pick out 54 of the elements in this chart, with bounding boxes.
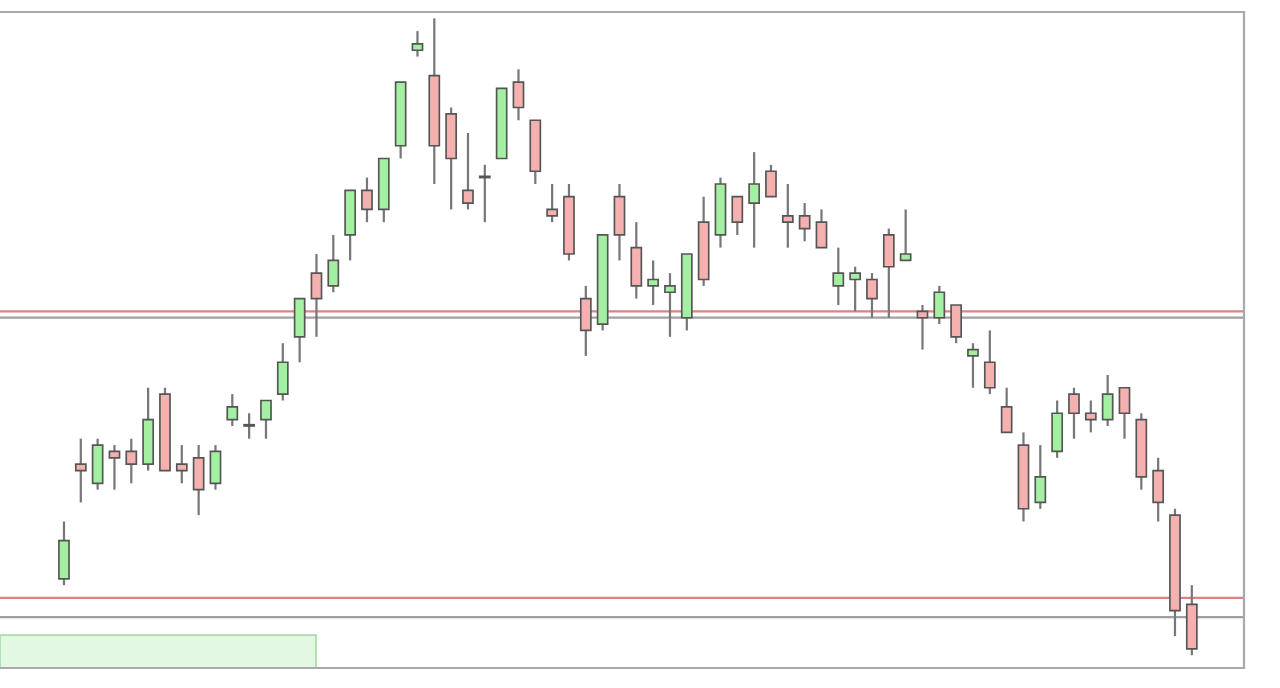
candlestick <box>546 182 559 224</box>
candlestick <box>175 443 188 485</box>
candlestick <box>849 265 862 313</box>
candlestick <box>1101 373 1114 428</box>
candlestick <box>260 399 272 440</box>
candlestick <box>478 163 491 224</box>
candlestick <box>899 208 912 262</box>
candlestick <box>781 182 794 249</box>
candlestick <box>866 272 878 319</box>
candlestick <box>1185 584 1198 657</box>
candlestick <box>512 68 525 122</box>
candlestick <box>815 208 828 249</box>
candlestick <box>983 329 996 396</box>
candlestick <box>108 443 121 491</box>
candlestick <box>361 176 373 224</box>
candlestick <box>579 284 592 358</box>
candlestick <box>58 520 70 587</box>
candlestick <box>293 297 306 364</box>
candlestick <box>226 393 239 428</box>
candlestick <box>950 303 963 345</box>
candlestick <box>125 437 138 485</box>
candlestick <box>411 30 424 58</box>
candlestick <box>310 252 323 338</box>
candlestick <box>630 221 643 300</box>
candlestick <box>209 443 222 491</box>
candlestick <box>142 386 155 472</box>
candlestick <box>882 227 895 319</box>
candlestick <box>445 106 458 211</box>
candlestick <box>243 412 256 440</box>
candlestick <box>832 246 845 307</box>
candlestick <box>462 131 474 211</box>
candlestick <box>798 201 811 243</box>
candlestick <box>344 189 357 262</box>
candlestick <box>967 342 979 389</box>
candlestick <box>1000 386 1013 434</box>
candlestick <box>613 182 626 262</box>
candlestick <box>933 284 946 326</box>
candlestick <box>1034 443 1047 510</box>
candlestick <box>1068 386 1080 440</box>
candlestick <box>916 303 929 351</box>
candlestick <box>327 233 340 294</box>
candlestick <box>276 342 289 402</box>
candlestick <box>647 259 660 307</box>
candlestick <box>731 195 744 237</box>
candlestick <box>1118 386 1131 440</box>
candlestick <box>1051 399 1064 459</box>
candlestick <box>91 437 104 491</box>
candlestick <box>1084 399 1097 434</box>
candlestick <box>74 437 87 504</box>
candlestick <box>748 151 761 249</box>
candlestick <box>765 163 777 198</box>
candlestick <box>1152 456 1165 523</box>
candlestick <box>192 443 205 517</box>
candlestick <box>664 272 676 338</box>
